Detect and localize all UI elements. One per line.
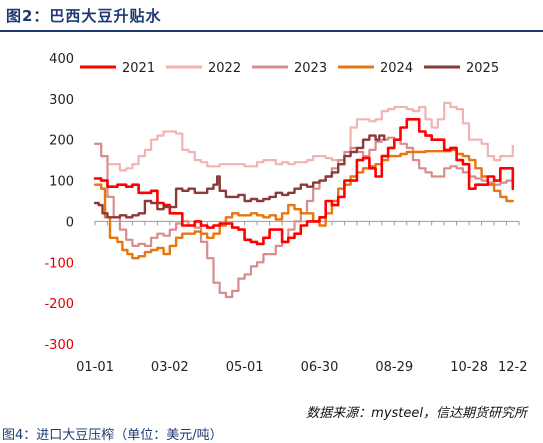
series-line-2022 [93,101,514,172]
y-tick-label: 100 [49,175,74,190]
next-figure-caption: 图4：进口大豆压榨（单位：美元/吨） [2,428,223,443]
x-tick-label: 08-29 [375,360,413,375]
x-tick-label: 06-30 [301,360,339,375]
y-tick-label: -300 [44,338,74,353]
x-axis-labels: 01-01 03-02 05-01 06-30 08-29 10-28 12-2 [76,221,528,375]
y-tick-label: 0 [66,215,74,230]
legend-label-2021: 2021 [122,61,155,76]
x-tick-label: 10-28 [450,360,488,375]
series-lines [93,101,515,299]
legend-label-2022: 2022 [208,61,241,76]
x-tick-label: 05-01 [226,360,264,375]
y-tick-label: 300 [49,93,74,108]
y-tick-label: 200 [49,134,74,149]
x-tick-label: 12-2 [498,360,528,375]
title-divider [0,30,543,32]
legend-label-2024: 2024 [380,61,413,76]
y-tick-label: -200 [44,297,74,312]
series-line-2025 [93,134,386,219]
legend-label-2025: 2025 [466,61,499,76]
x-tick-label: 01-01 [76,360,114,375]
legend-label-2023: 2023 [294,61,327,76]
figure-title: 图2：巴西大豆升贴水 [6,7,162,25]
data-source: 数据来源：mysteel，信达期货研究所 [306,406,527,421]
soybean-basis-chart: -300 -200 -100 0 100 200 300 400 01-01 03-02 05-0… [44,52,528,375]
y-tick-label: -100 [44,256,74,271]
x-tick-label: 03-02 [151,360,189,375]
legend: 2021 2022 2023 2024 2025 [80,61,499,76]
y-axis-labels: -300 -200 -100 0 100 200 300 400 [44,52,74,353]
y-tick-label: 400 [49,52,74,67]
